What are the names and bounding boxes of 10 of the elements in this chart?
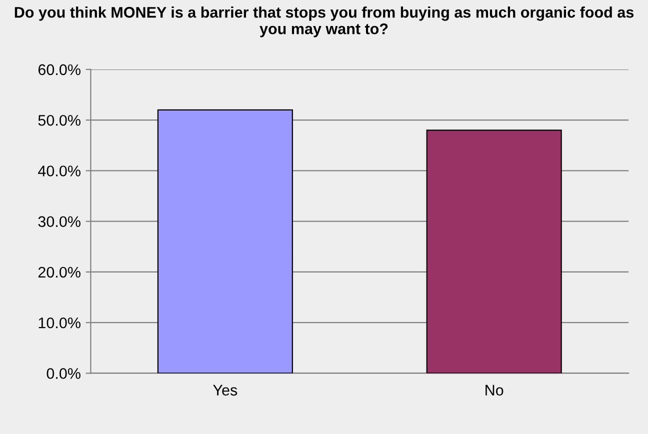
chart-title: Do you think MONEY is a barrier that stops you from buying as much organic food as you may want to? bbox=[14, 6, 634, 38]
y-tick-label: 60.0% bbox=[38, 64, 80, 76]
y-tick-label: 40.0% bbox=[38, 166, 80, 176]
y-tick-label: 30.0% bbox=[38, 216, 80, 228]
x-tick-label: No bbox=[486, 384, 504, 396]
y-tick-label: 10.0% bbox=[38, 317, 80, 328]
x-tick-label: Yes bbox=[213, 384, 238, 396]
y-tick-label: 50.0% bbox=[38, 114, 80, 126]
y-tick-label: 0.0% bbox=[46, 368, 80, 379]
y-tick-label: 20.0% bbox=[38, 266, 80, 278]
